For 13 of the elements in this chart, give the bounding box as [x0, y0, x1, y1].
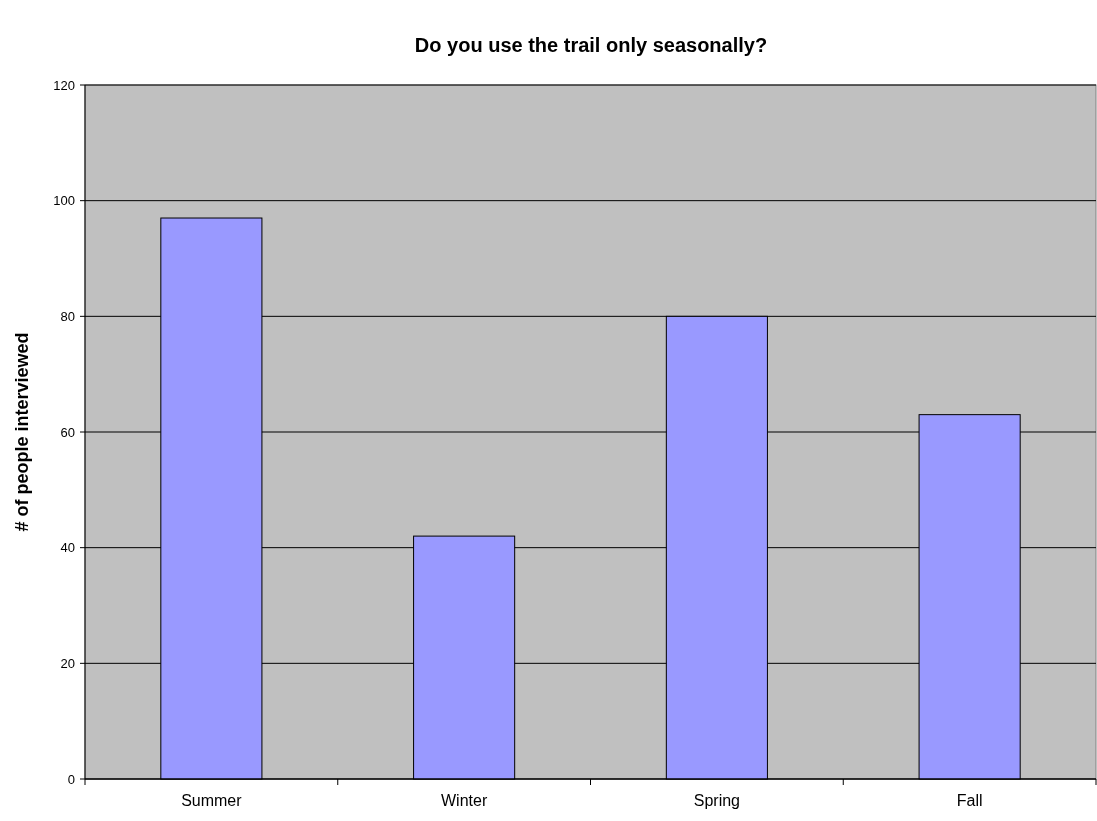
x-tick-label: Fall: [956, 792, 983, 809]
y-tick-label: 60: [60, 424, 75, 440]
y-tick-label: 20: [60, 655, 75, 671]
y-tick-label: 40: [60, 540, 75, 556]
chart-title: Do you use the trail only seasonally?: [414, 34, 768, 56]
x-tick-label: Summer: [181, 792, 243, 809]
x-tick-label: Winter: [441, 792, 488, 809]
y-tick-label: 120: [53, 77, 75, 93]
x-tick-label: Spring: [693, 792, 740, 809]
y-tick-label: 0: [67, 771, 75, 787]
y-tick-label: 80: [60, 308, 75, 324]
y-tick-label: 100: [53, 193, 75, 209]
y-axis-title: # of people interviewed: [12, 332, 32, 532]
